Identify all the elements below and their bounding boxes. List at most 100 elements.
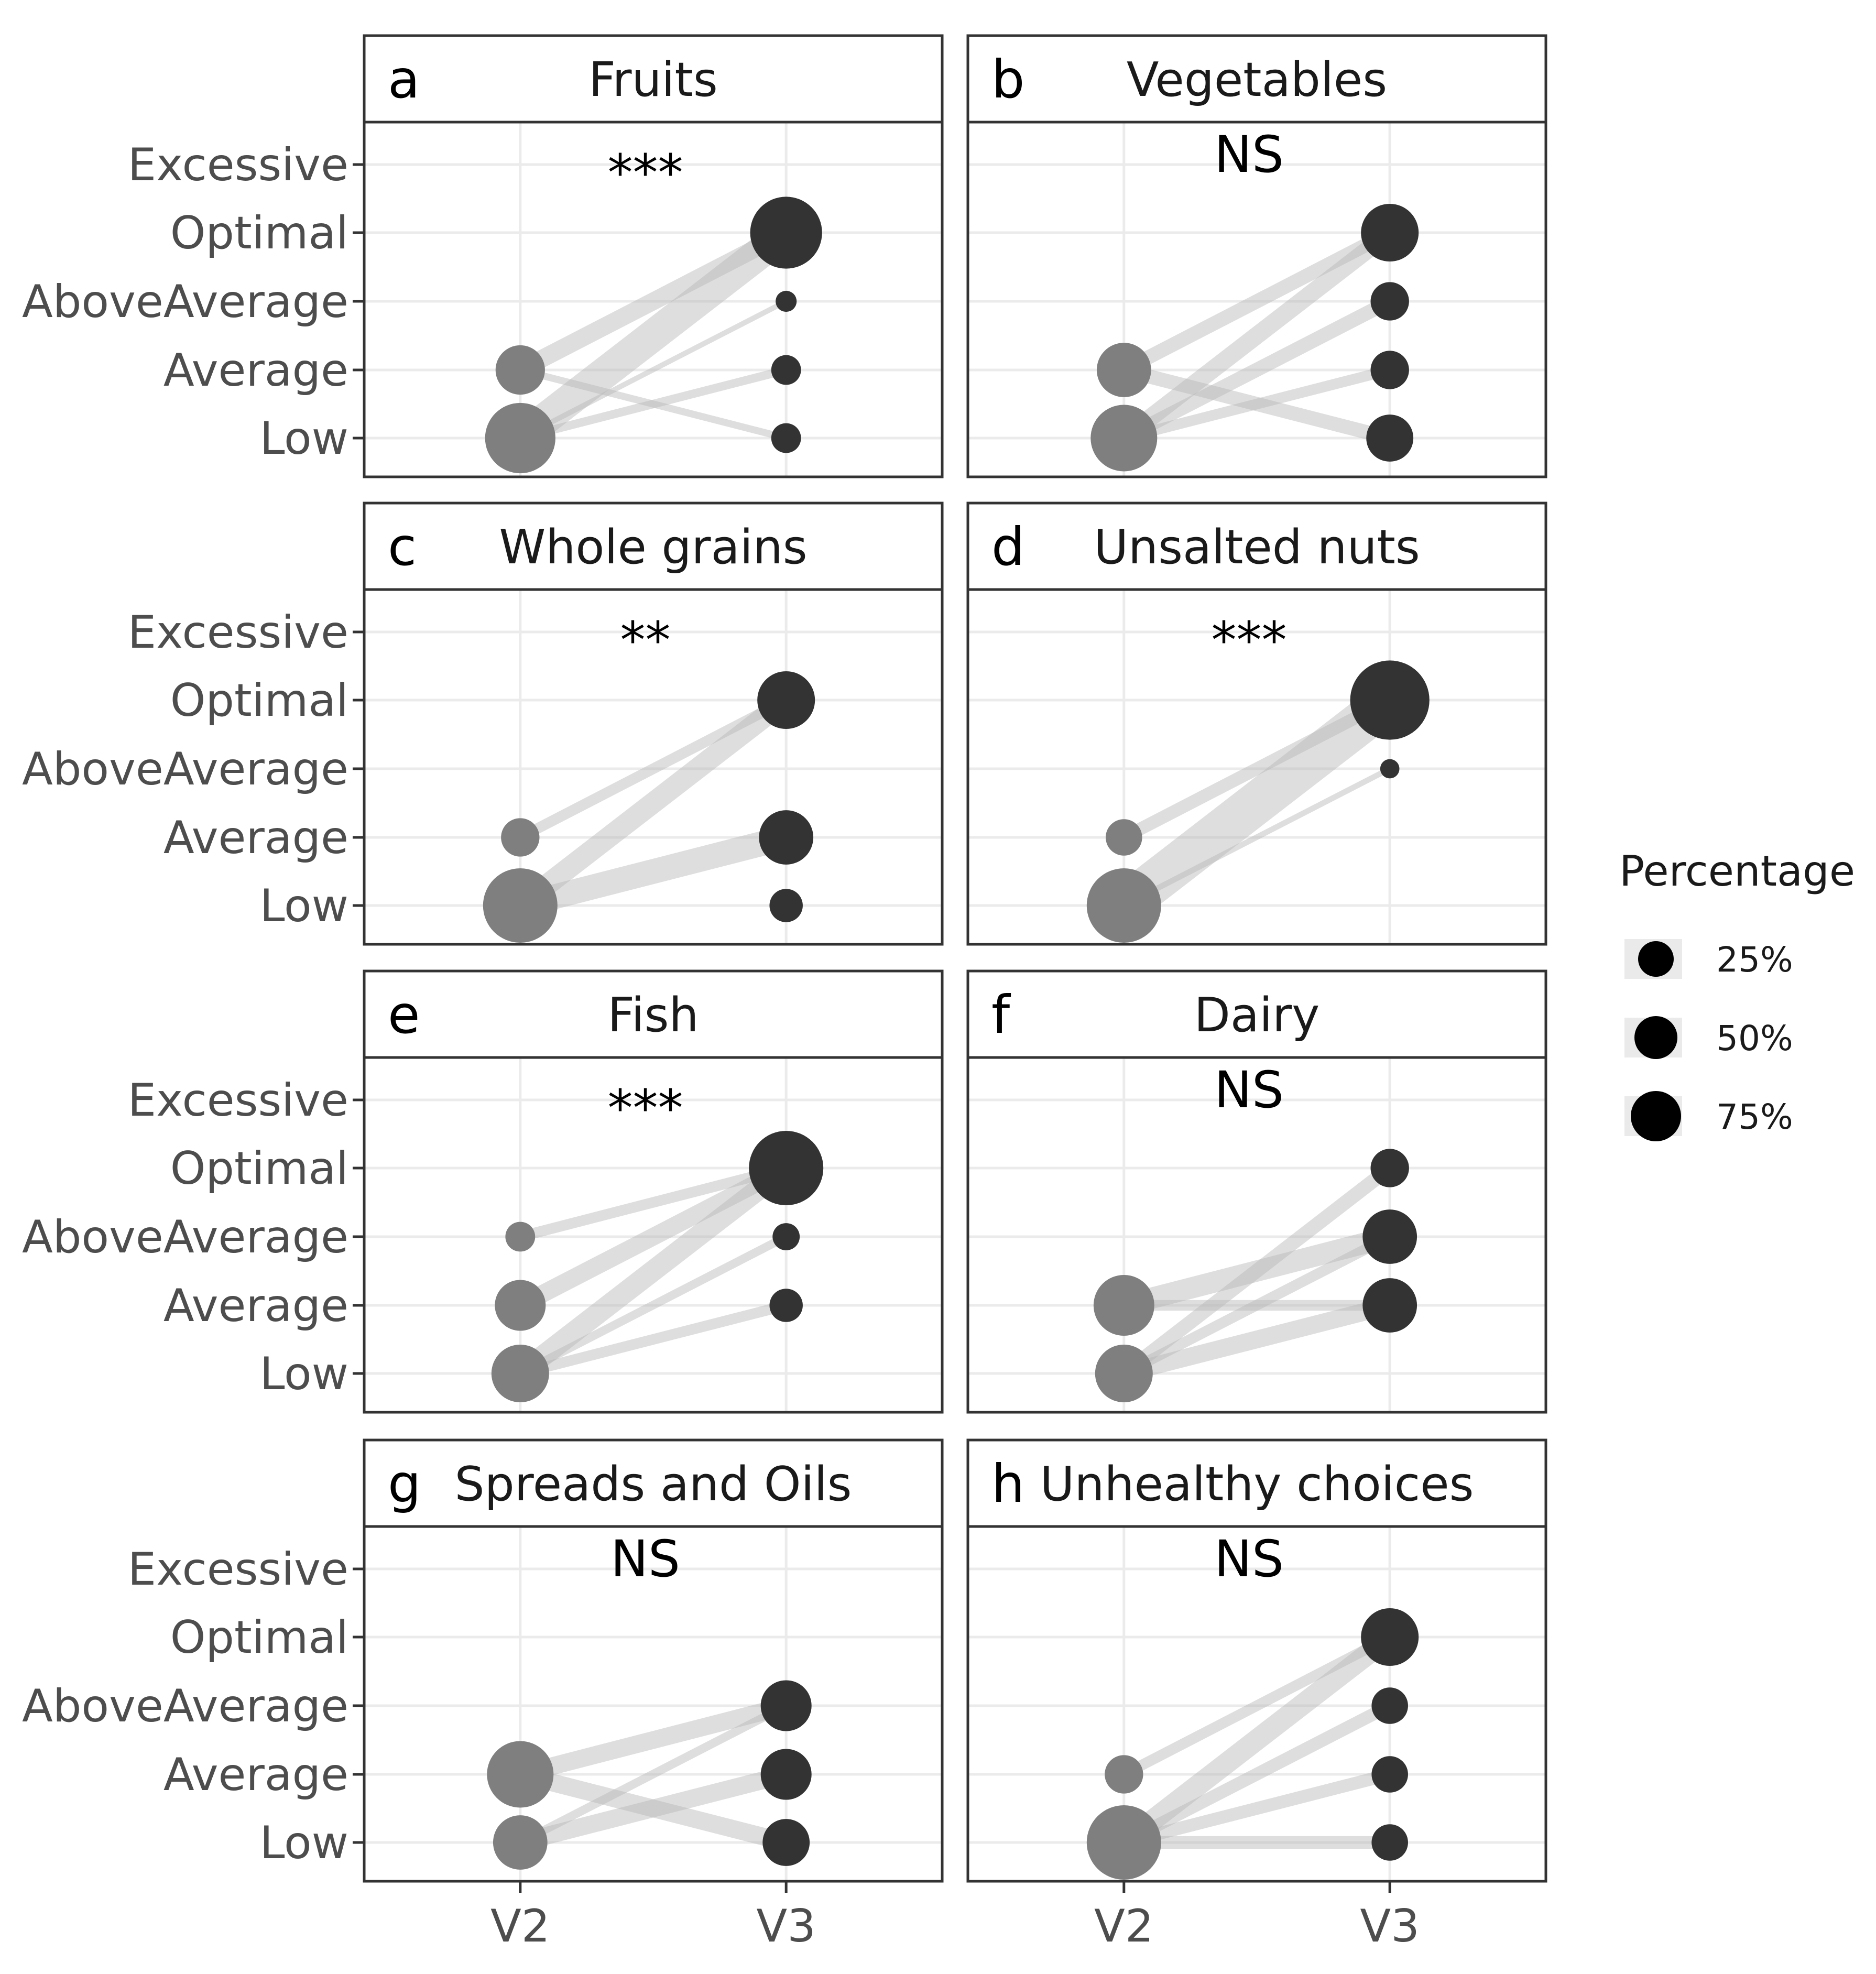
- v2-point: [1106, 819, 1142, 856]
- y-tick-label: Optimal: [170, 207, 348, 259]
- transition-band: [516, 225, 790, 378]
- v2-point: [1086, 868, 1161, 943]
- v3-point: [769, 1289, 803, 1322]
- y-tick-label: Excessive: [128, 1074, 348, 1127]
- panel-letter: c: [388, 516, 417, 577]
- v2-point: [1086, 1805, 1161, 1880]
- transition-band: [1121, 694, 1393, 843]
- y-tick-label: AboveAverage: [22, 1211, 348, 1263]
- v2-point: [1090, 405, 1158, 472]
- legend-entry: 25%: [1624, 939, 1793, 980]
- transition-band: [1120, 295, 1393, 445]
- v3-point: [1371, 1756, 1408, 1793]
- panel-title: Dairy: [1194, 988, 1320, 1043]
- panel-b: b Vegetables NS: [966, 34, 1547, 478]
- transition-band: [1120, 226, 1393, 376]
- v3-point: [760, 1680, 812, 1731]
- legend-entry: 50%: [1624, 1016, 1793, 1059]
- panel-border: [966, 588, 1547, 946]
- transition-band: [518, 695, 789, 842]
- panel-border: [363, 588, 944, 946]
- y-tick-label: Low: [260, 1817, 348, 1869]
- panel-e: e Fish *** Low Average AboveAverage Optimal Exc…: [22, 969, 944, 1414]
- v2-point: [1093, 1275, 1154, 1336]
- v3-point: [759, 810, 814, 865]
- v3-point: [1366, 415, 1414, 462]
- v3-point: [771, 423, 801, 453]
- v3-point: [1362, 1209, 1417, 1264]
- plot-area: [364, 122, 942, 477]
- panel-strip: [966, 1438, 1547, 1528]
- transition-band: [1121, 1231, 1392, 1379]
- v3-point: [757, 671, 815, 729]
- v3-point: [1362, 1278, 1417, 1333]
- plot-area: [968, 1057, 1546, 1412]
- v3-point: [760, 1749, 812, 1800]
- y-tick-label: Excessive: [128, 139, 348, 191]
- transition-band: [1121, 1700, 1393, 1848]
- panel-border: [966, 121, 1547, 478]
- panel-strip: [966, 969, 1547, 1059]
- panel-f: f Dairy NS: [966, 969, 1547, 1414]
- transition-band: [514, 1159, 793, 1382]
- y-tick-label: Low: [260, 412, 348, 465]
- panel-strip: [966, 501, 1547, 591]
- panel-strip: [363, 34, 944, 124]
- y-tick-label: AboveAverage: [22, 276, 348, 328]
- legend-label: 25%: [1716, 940, 1793, 980]
- v2-point: [487, 1741, 554, 1808]
- x-tick-label: V3: [1360, 1900, 1420, 1953]
- v2-point: [485, 402, 555, 474]
- transition-band: [1121, 1226, 1393, 1316]
- v2-point: [495, 345, 545, 395]
- v3-point: [776, 290, 797, 312]
- panel-title: Vegetables: [1127, 52, 1387, 107]
- plot-area: [364, 590, 942, 944]
- panel-letter: d: [991, 516, 1024, 577]
- panel-letter: a: [388, 49, 420, 110]
- significance-label: ***: [608, 1079, 683, 1138]
- panel-letter: e: [388, 984, 420, 1045]
- panel-letter: h: [991, 1453, 1024, 1514]
- transition-band: [519, 366, 788, 442]
- legend-label: 75%: [1716, 1097, 1793, 1137]
- v3-point: [1380, 759, 1400, 779]
- panel-d: d Unsalted nuts ***: [966, 501, 1547, 946]
- panel-title: Unhealthy choices: [1040, 1457, 1474, 1512]
- v3-point: [1371, 1687, 1408, 1724]
- v2-point: [501, 818, 540, 857]
- transition-band: [1121, 1632, 1392, 1779]
- transition-band: [519, 1300, 788, 1379]
- v3-point: [1370, 351, 1409, 389]
- v3-point: [1361, 1608, 1419, 1666]
- v2-point: [1105, 1755, 1143, 1794]
- panel-strip: [363, 1438, 944, 1528]
- legend-title: Percentage: [1619, 847, 1855, 896]
- y-tick-label: AboveAverage: [22, 743, 348, 795]
- x-tick-label: V3: [756, 1900, 816, 1953]
- panel-border: [363, 1056, 944, 1414]
- transition-band: [510, 220, 796, 451]
- panel-border: [363, 121, 944, 478]
- v3-point: [1361, 203, 1419, 262]
- panel-letter: b: [991, 49, 1024, 110]
- plot-area: [364, 1526, 942, 1881]
- transition-band: [1122, 1768, 1392, 1849]
- significance-label: ***: [1212, 611, 1287, 670]
- transition-band: [1121, 1296, 1392, 1382]
- panel-strip: [966, 34, 1547, 124]
- transition-band: [1119, 1162, 1394, 1379]
- y-tick-label: Low: [260, 1348, 348, 1400]
- transition-band: [519, 1163, 788, 1242]
- panel-letter: g: [388, 1453, 421, 1514]
- v3-point: [1370, 1149, 1409, 1187]
- transition-band: [517, 825, 790, 918]
- panel-letter: f: [991, 984, 1011, 1045]
- transition-band: [518, 1702, 788, 1847]
- panel-title: Whole grains: [499, 520, 807, 575]
- transition-band: [518, 1233, 788, 1378]
- legend: Percentage 25% 50% 75%: [1619, 847, 1855, 1141]
- y-tick-label: Average: [163, 344, 348, 397]
- panel-border: [966, 1056, 1547, 1414]
- transition-band: [518, 1765, 789, 1851]
